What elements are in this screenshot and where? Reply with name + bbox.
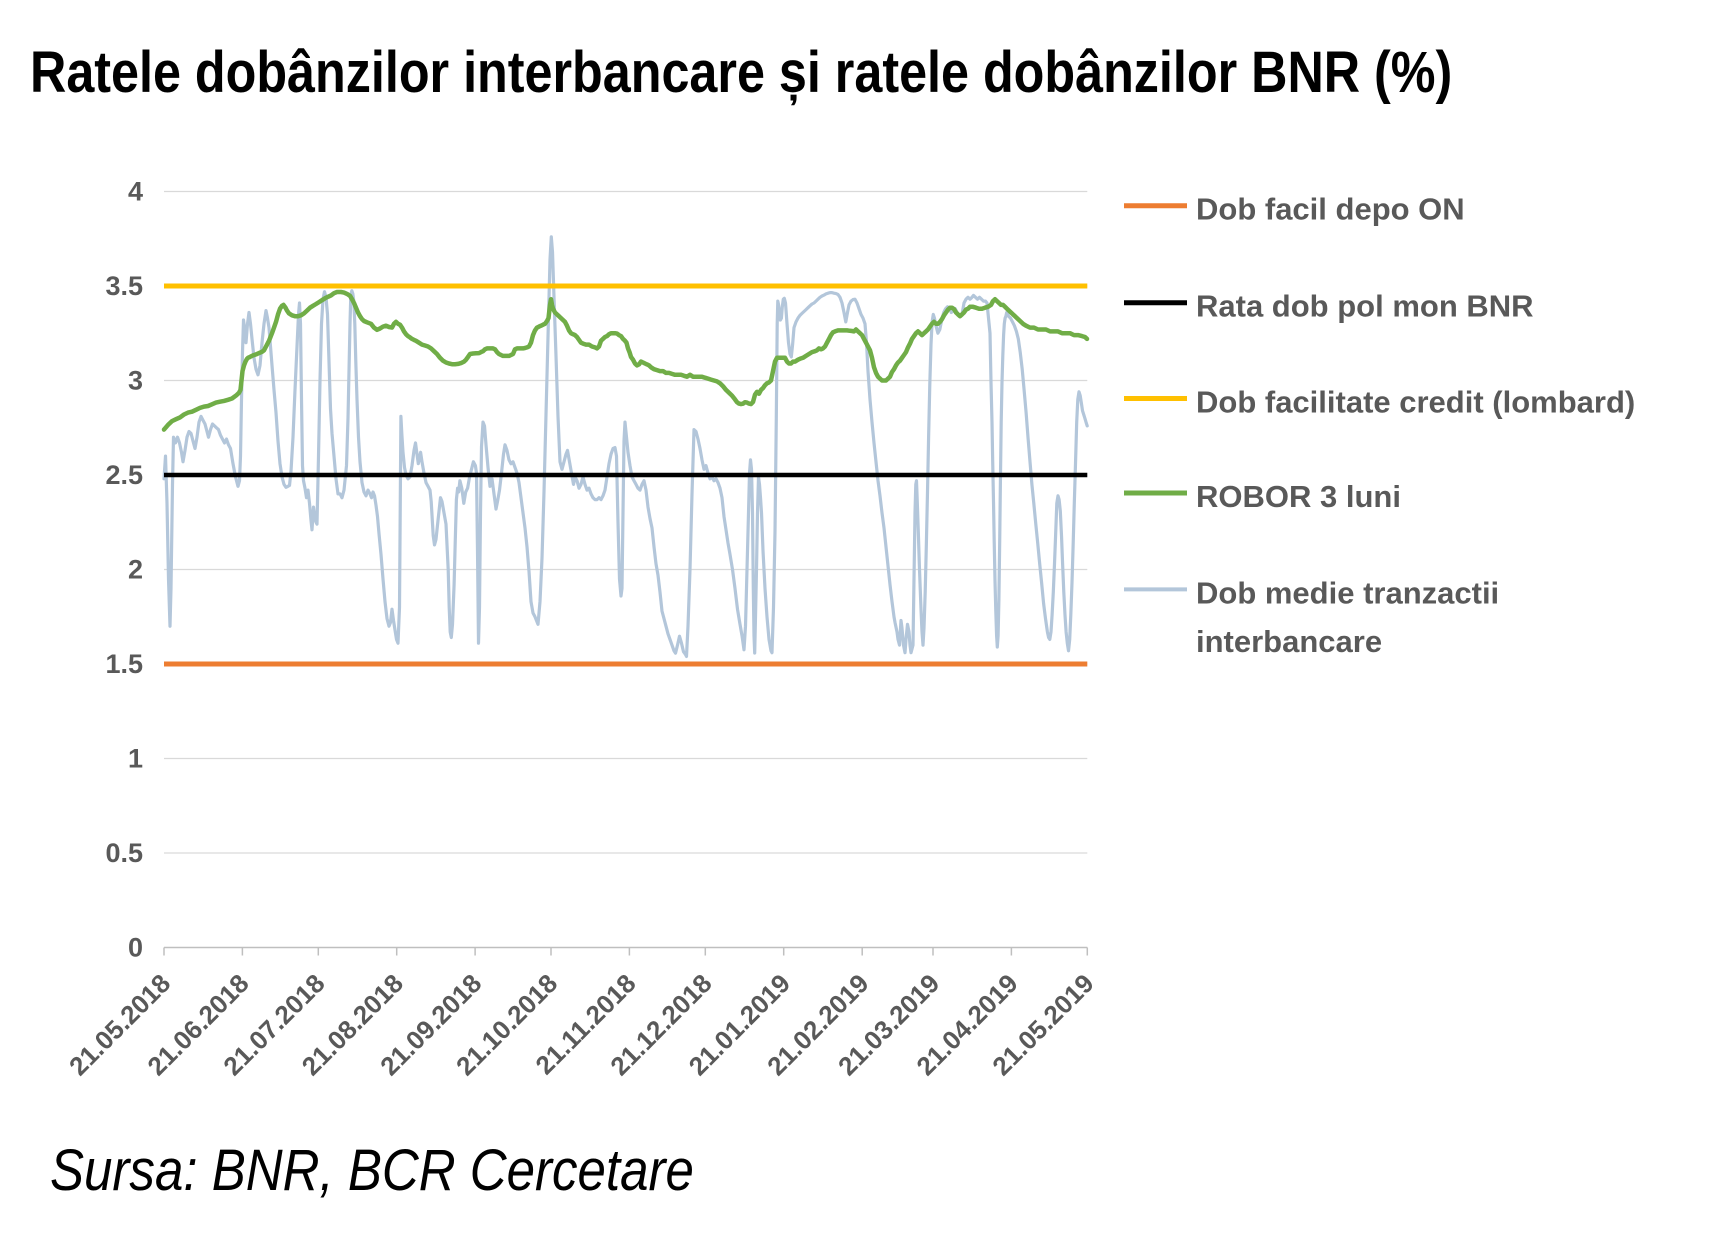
svg-text:Rata dob pol mon BNR: Rata dob pol mon BNR — [1196, 289, 1534, 324]
svg-text:Dob facil depo ON: Dob facil depo ON — [1196, 192, 1465, 227]
svg-text:1.5: 1.5 — [105, 649, 143, 679]
svg-text:Dob facilitate credit (lombard: Dob facilitate credit (lombard) — [1196, 385, 1635, 420]
svg-text:0.5: 0.5 — [105, 838, 143, 868]
svg-text:1: 1 — [128, 744, 143, 774]
svg-text:0: 0 — [128, 933, 143, 963]
svg-text:2.5: 2.5 — [105, 460, 143, 490]
svg-text:4: 4 — [128, 177, 143, 207]
svg-text:3.5: 3.5 — [105, 271, 143, 301]
svg-text:Dob medie tranzactii: Dob medie tranzactii — [1196, 575, 1499, 610]
svg-text:ROBOR 3 luni: ROBOR 3 luni — [1196, 479, 1401, 514]
svg-text:3: 3 — [128, 366, 143, 396]
svg-text:interbancare: interbancare — [1196, 624, 1382, 659]
svg-text:2: 2 — [128, 555, 143, 585]
